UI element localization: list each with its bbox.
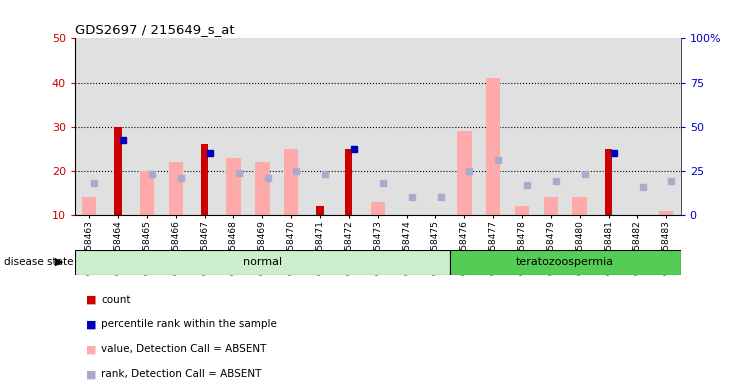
Text: ▶: ▶ [55, 257, 64, 267]
Bar [114, 127, 122, 215]
Bar [457, 131, 471, 215]
Bar [659, 210, 673, 215]
Text: GDS2697 / 215649_s_at: GDS2697 / 215649_s_at [75, 23, 234, 36]
Bar [572, 197, 587, 215]
Bar [82, 197, 96, 215]
Text: ■: ■ [86, 319, 96, 329]
Bar [515, 206, 530, 215]
Bar [168, 162, 183, 215]
Text: count: count [101, 295, 130, 305]
Text: ■: ■ [86, 369, 96, 379]
Text: normal: normal [243, 257, 282, 267]
Bar [255, 162, 269, 215]
Text: disease state: disease state [4, 257, 73, 267]
Bar [486, 78, 500, 215]
Text: ■: ■ [86, 344, 96, 354]
Text: percentile rank within the sample: percentile rank within the sample [101, 319, 277, 329]
Bar [201, 144, 208, 215]
Bar [370, 202, 385, 215]
Bar [284, 149, 298, 215]
Text: teratozoospermia: teratozoospermia [516, 257, 614, 267]
Bar [544, 197, 558, 215]
Bar [605, 149, 612, 215]
Bar [346, 149, 352, 215]
Text: rank, Detection Call = ABSENT: rank, Detection Call = ABSENT [101, 369, 261, 379]
Text: value, Detection Call = ABSENT: value, Detection Call = ABSENT [101, 344, 266, 354]
Bar [316, 206, 324, 215]
Bar [227, 158, 241, 215]
Bar [450, 250, 681, 275]
Bar [140, 171, 154, 215]
Text: ■: ■ [86, 295, 96, 305]
Bar [75, 250, 450, 275]
